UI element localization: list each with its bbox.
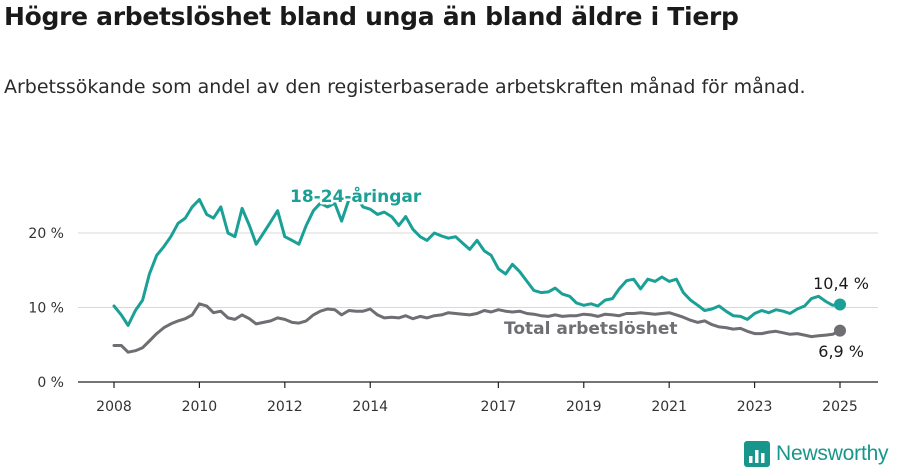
series-label-total: Total arbetslöshet (504, 319, 678, 339)
end-value-label-total: 6,9 % (818, 342, 864, 361)
x-tick-label: 2019 (566, 399, 602, 415)
newsworthy-logo-icon (744, 441, 770, 467)
series-label-youth: 18-24-åringar (290, 185, 422, 207)
series-line-total (112, 302, 842, 354)
x-tick-label: 2008 (96, 399, 132, 415)
x-tick-label: 2025 (822, 399, 858, 415)
series-line-youth (112, 194, 842, 327)
series-end-marker (834, 324, 846, 337)
y-tick-label: 0 % (37, 375, 64, 391)
x-tick-label: 2010 (182, 399, 218, 415)
x-tick-label: 2017 (481, 399, 517, 415)
chart-subtitle: Arbetssökande som andel av den registerb… (4, 76, 806, 98)
end-value-label-youth: 10,4 % (813, 274, 869, 293)
y-tick-label: 20 % (28, 226, 64, 242)
series-end-marker (834, 298, 846, 311)
y-tick-label: 10 % (28, 301, 64, 317)
brand-logo: Newsworthy (744, 441, 889, 467)
x-tick-label: 2023 (737, 399, 773, 415)
x-tick-label: 2012 (267, 399, 303, 415)
chart-title: Högre arbetslöshet bland unga än bland ä… (4, 2, 739, 31)
x-tick-label: 2021 (651, 399, 687, 415)
x-tick-label: 2014 (352, 399, 388, 415)
brand-name: Newsworthy (776, 442, 889, 465)
